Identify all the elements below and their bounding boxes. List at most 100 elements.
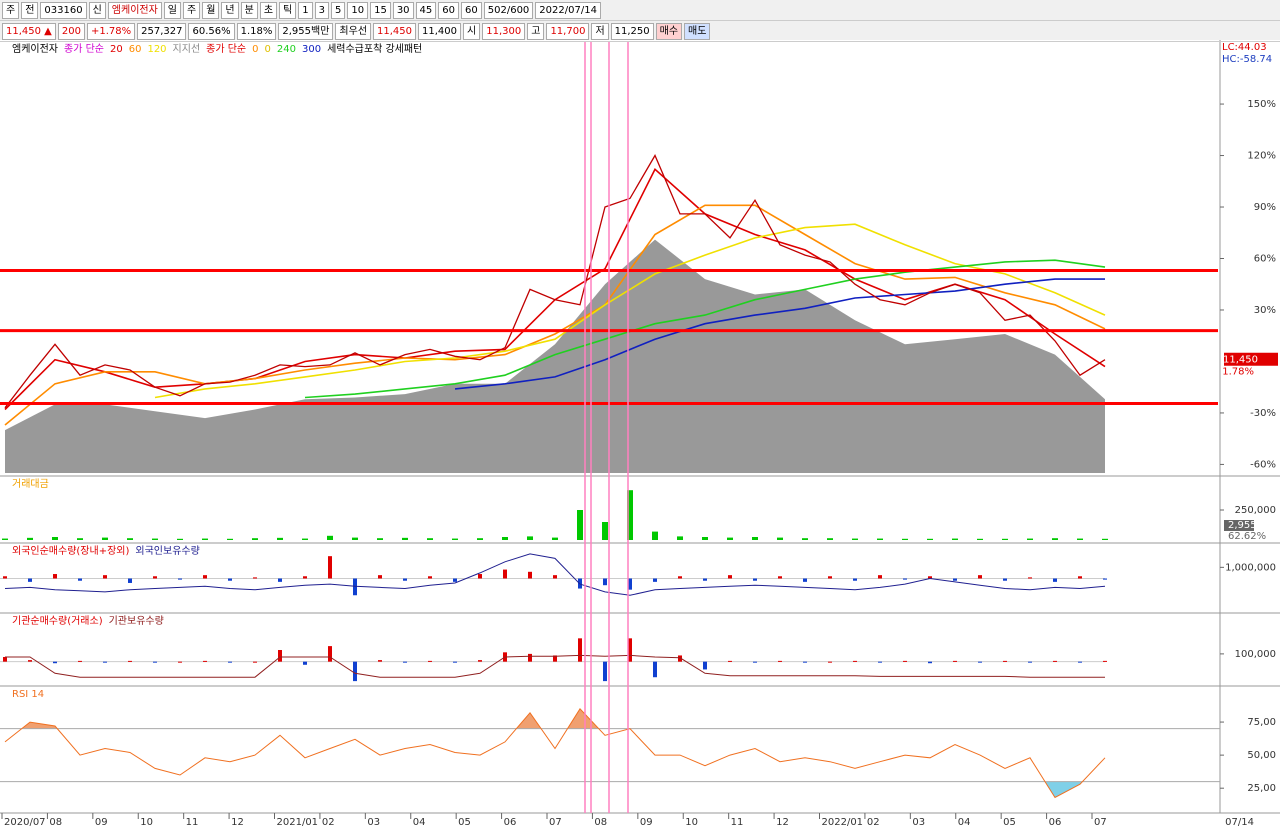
legend-entry: 기관보유수량 [109, 615, 164, 627]
toolbar-button[interactable]: 30 [392, 1, 414, 19]
rsi-line [4, 707, 1106, 799]
net-bar [153, 576, 157, 579]
toolbar-button[interactable]: 1 [298, 1, 313, 19]
toolbar-button[interactable]: 5 [330, 1, 346, 19]
net-bar [853, 578, 857, 581]
toolbar-button[interactable]: 45 [415, 1, 437, 19]
y-tick-label: 100,000 [1235, 649, 1276, 660]
volume-bar [627, 490, 633, 540]
quote-field: 11,450 ▲ [2, 22, 56, 40]
toolbar-button[interactable]: 일 [163, 1, 181, 19]
net-bar [278, 650, 282, 662]
net-bar [378, 575, 382, 579]
toolbar-button[interactable]: 60 [438, 1, 460, 19]
net-bar [278, 578, 282, 582]
panel-title: RSI 14 [12, 689, 44, 700]
volume-bar [602, 522, 608, 540]
quote-field: +1.78% [86, 22, 136, 40]
toolbar-button[interactable]: 월 [202, 1, 220, 19]
toolbar-row: 주 전 033160 신 엠케이전자 일 주 월 년 분 초 틱 1 3 5 10 15 30 45 60 60 502/… [0, 0, 1280, 21]
volume-bar [827, 538, 833, 540]
x-tick-label: 12 [231, 817, 244, 828]
net-bar [28, 578, 32, 582]
legend-entry: 120 [147, 44, 166, 55]
net-bar [378, 660, 382, 662]
legend-entry: 300 [302, 44, 321, 55]
x-last-label: 07/14 [1225, 817, 1254, 828]
net-bar [653, 578, 657, 582]
y-tick-label: -30% [1250, 408, 1276, 419]
quote-field: 11,400 [418, 22, 462, 40]
x-tick-label: 11 [731, 817, 744, 828]
order-button[interactable]: 매도 [684, 22, 711, 40]
volume-bar [902, 538, 908, 540]
toolbar-button[interactable]: 502/600 [483, 1, 534, 19]
net-bar [478, 574, 482, 579]
y-tick-label: 60% [1254, 254, 1276, 265]
net-bar [778, 660, 782, 662]
quote-field: 11,300 [482, 22, 526, 40]
quote-field: 시 [463, 22, 481, 40]
volume-bar [552, 537, 558, 540]
net-bar [903, 578, 907, 580]
quote-field: 최우선 [335, 22, 372, 40]
toolbar-button[interactable]: 주 [2, 1, 20, 19]
moving-average [154, 223, 1106, 399]
quote-field: 200 [57, 22, 85, 40]
volume-bar [352, 537, 358, 540]
toolbar-button[interactable]: 15 [370, 1, 391, 19]
legend-entry: 0 [265, 44, 271, 55]
net-bar [678, 576, 682, 579]
toolbar-button[interactable]: 주 [183, 1, 201, 19]
toolbar-button[interactable]: 10 [347, 1, 369, 19]
y-tick-label: 50,00 [1247, 750, 1276, 761]
support-area [5, 239, 1105, 473]
quote-field: 11,700 [546, 22, 590, 40]
toolbar-button[interactable]: 신 [88, 1, 106, 19]
toolbar-button[interactable]: 초 [259, 1, 278, 19]
toolbar-button[interactable]: 전 [21, 1, 39, 19]
net-bar [553, 655, 557, 662]
net-bar [553, 575, 557, 579]
volume-bar [327, 535, 333, 540]
y-tick-label: 30% [1254, 305, 1276, 316]
x-tick-label: 02 [322, 817, 335, 828]
toolbar-button[interactable]: 엠케이전자 [107, 1, 162, 19]
side-label: 62.62% [1228, 531, 1266, 542]
net-bar [353, 578, 357, 596]
toolbar-button[interactable]: 033160 [40, 1, 87, 19]
volume-bar [402, 537, 408, 540]
toolbar-button[interactable]: 분 [240, 1, 258, 19]
holding-line [5, 654, 1105, 678]
toolbar-button[interactable]: 60 [461, 1, 482, 19]
volume-bar [102, 537, 108, 540]
toolbar-button[interactable]: 3 [314, 1, 329, 19]
hc-label: HC:-58.74 [1222, 54, 1272, 65]
net-bar [403, 661, 407, 663]
volume-bar [277, 537, 283, 540]
net-bar [1003, 578, 1007, 581]
toolbar-button[interactable]: 틱 [279, 1, 297, 19]
net-bar [1103, 578, 1107, 580]
net-bar [578, 638, 582, 662]
net-bar [178, 661, 182, 663]
volume-bar [852, 538, 858, 540]
net-bar [153, 661, 157, 663]
volume-bar [302, 538, 308, 540]
toolbar-button[interactable]: 2022/07/14 [535, 1, 601, 19]
legend-entry: 종가 단순 [64, 43, 104, 55]
volume-bar [977, 538, 983, 540]
net-bar [103, 661, 107, 663]
x-tick-label: 08 [49, 817, 62, 828]
volume-bar [1102, 538, 1108, 540]
y-tick-label: 1,000,000 [1225, 562, 1276, 573]
toolbar-button[interactable]: 년 [221, 1, 239, 19]
x-tick-label: 02 [867, 817, 880, 828]
net-bar [178, 578, 182, 580]
last-price: 11,450 [1223, 355, 1258, 366]
order-button[interactable]: 매수 [655, 22, 683, 40]
net-bar [128, 660, 132, 662]
net-bar [1053, 660, 1057, 662]
net-bar [453, 578, 457, 582]
